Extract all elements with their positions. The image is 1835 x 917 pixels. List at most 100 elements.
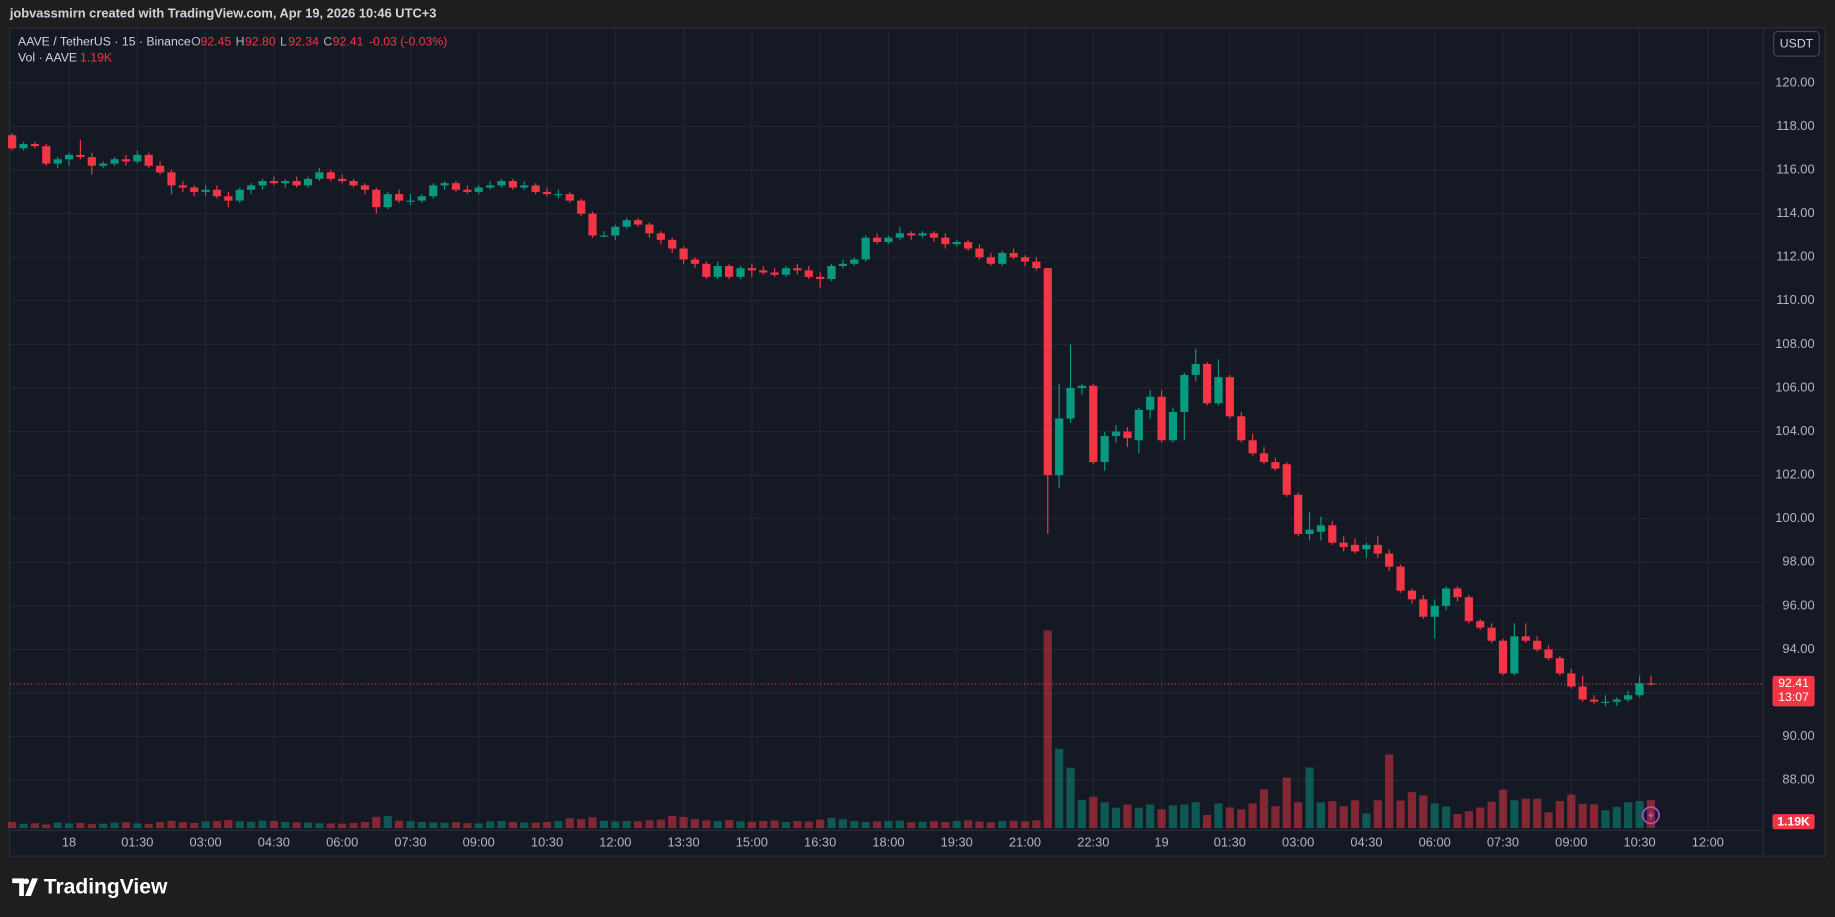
candle-body: [87, 157, 96, 166]
candle-body: [1441, 588, 1451, 606]
candle-body: [30, 143, 39, 147]
x-tick-label: 16:30: [804, 835, 836, 850]
candle-body: [599, 235, 609, 237]
volume-bar: [679, 816, 688, 829]
volume-bar: [42, 824, 51, 829]
volume-bar: [668, 815, 677, 829]
volume-bar: [1134, 807, 1143, 829]
candle-body: [1578, 686, 1587, 700]
volume-bar: [1214, 803, 1223, 829]
y-tick-label: 120.00: [1775, 74, 1814, 89]
volume-bar: [121, 822, 131, 829]
candle-body: [1544, 649, 1553, 659]
volume-bar: [736, 821, 745, 829]
candle-body: [1362, 544, 1371, 550]
x-tick-label: 12:00: [1692, 835, 1724, 850]
x-tick-label: 04:30: [1350, 835, 1382, 850]
open-label: O: [191, 34, 201, 48]
y-tick-label: 110.00: [1776, 292, 1814, 307]
symbol: AAVE / TetherUS · 15 · Binance: [18, 34, 191, 48]
volume-bar: [292, 822, 301, 829]
volume-bar: [53, 822, 62, 829]
volume-bar: [554, 821, 563, 829]
candle-body: [19, 143, 28, 149]
currency-button-label[interactable]: USDT: [1780, 37, 1814, 51]
volume-bar: [565, 818, 574, 829]
x-tick-label: 18: [62, 835, 76, 850]
candle-body: [1180, 374, 1189, 412]
volume-bar: [1567, 794, 1576, 829]
candle-body: [1521, 636, 1530, 641]
candle-body: [508, 181, 517, 188]
candle-body: [303, 178, 313, 186]
volume-bar: [497, 821, 506, 829]
candle-body: [1487, 627, 1496, 641]
volume-bar: [1020, 821, 1030, 829]
x-tick-label: 01:30: [121, 835, 153, 850]
candle-body: [1316, 525, 1325, 532]
volume-bar: [884, 821, 893, 829]
candle-body: [133, 154, 142, 162]
alert-icon[interactable]: [1641, 806, 1660, 825]
candle-body: [417, 196, 426, 201]
currency-button[interactable]: [1773, 30, 1820, 57]
candle-body: [42, 146, 51, 164]
candle-body: [1020, 257, 1030, 262]
candle-body: [1237, 416, 1246, 441]
volume-bar: [1464, 811, 1473, 829]
candle-body: [1009, 252, 1018, 258]
candle-body: [759, 270, 768, 273]
candle-layer: [8, 133, 1656, 707]
volume-bar: [1624, 802, 1633, 829]
x-tick-label: 10:30: [1623, 835, 1655, 850]
x-tick-label: 12:00: [599, 835, 631, 850]
y-tick-label: 96.00: [1782, 597, 1814, 612]
candle-body: [1635, 683, 1644, 696]
volume-bar: [1259, 789, 1269, 829]
candle-body: [838, 263, 848, 266]
volume-bar: [1123, 804, 1132, 829]
x-tick-label: 13:30: [667, 835, 699, 850]
price-tag: [1772, 675, 1815, 707]
volume-bar: [269, 821, 278, 829]
volume-bar: [1146, 804, 1155, 829]
volume-bar: [520, 822, 529, 829]
candle-body: [1396, 566, 1405, 591]
volume-bar: [235, 821, 244, 829]
volume-bar: [360, 821, 370, 829]
candle-body: [633, 220, 643, 225]
candle-body: [998, 252, 1007, 264]
volume-bar: [1339, 806, 1348, 829]
candle-body: [394, 194, 404, 201]
logo-icon: [12, 878, 38, 896]
volume-bar: [690, 819, 700, 829]
volume-bar: [872, 821, 882, 829]
candle-body: [1601, 701, 1610, 703]
volume-bar: [1305, 767, 1314, 829]
x-tick-label: 18:00: [872, 835, 904, 850]
volume-bar: [326, 823, 335, 829]
volume-bar: [417, 821, 426, 829]
y-tick-label: 88.00: [1782, 772, 1814, 787]
candle-body: [1385, 553, 1394, 567]
candle-body: [1202, 364, 1212, 404]
y-tick-label: 102.00: [1775, 467, 1814, 482]
volume-bar: [1168, 805, 1178, 829]
candle-body: [144, 154, 153, 166]
volume-bar: [303, 822, 313, 829]
x-tick-label: 09:00: [463, 835, 495, 850]
candle-body: [349, 181, 358, 186]
volume-bar: [372, 816, 381, 829]
low-value: 92.34: [288, 34, 319, 48]
volume-legend-label: Vol · AAVE: [18, 51, 77, 65]
volume-bar: [1453, 813, 1462, 829]
candle-body: [986, 257, 995, 264]
candle-body: [1624, 695, 1633, 700]
candle-body: [1271, 462, 1280, 469]
y-tick-label: 116.00: [1776, 162, 1814, 177]
candle-body: [1533, 640, 1542, 650]
volume-bar: [1578, 803, 1587, 829]
candle-body: [1089, 385, 1098, 463]
volume-bar: [861, 821, 870, 829]
